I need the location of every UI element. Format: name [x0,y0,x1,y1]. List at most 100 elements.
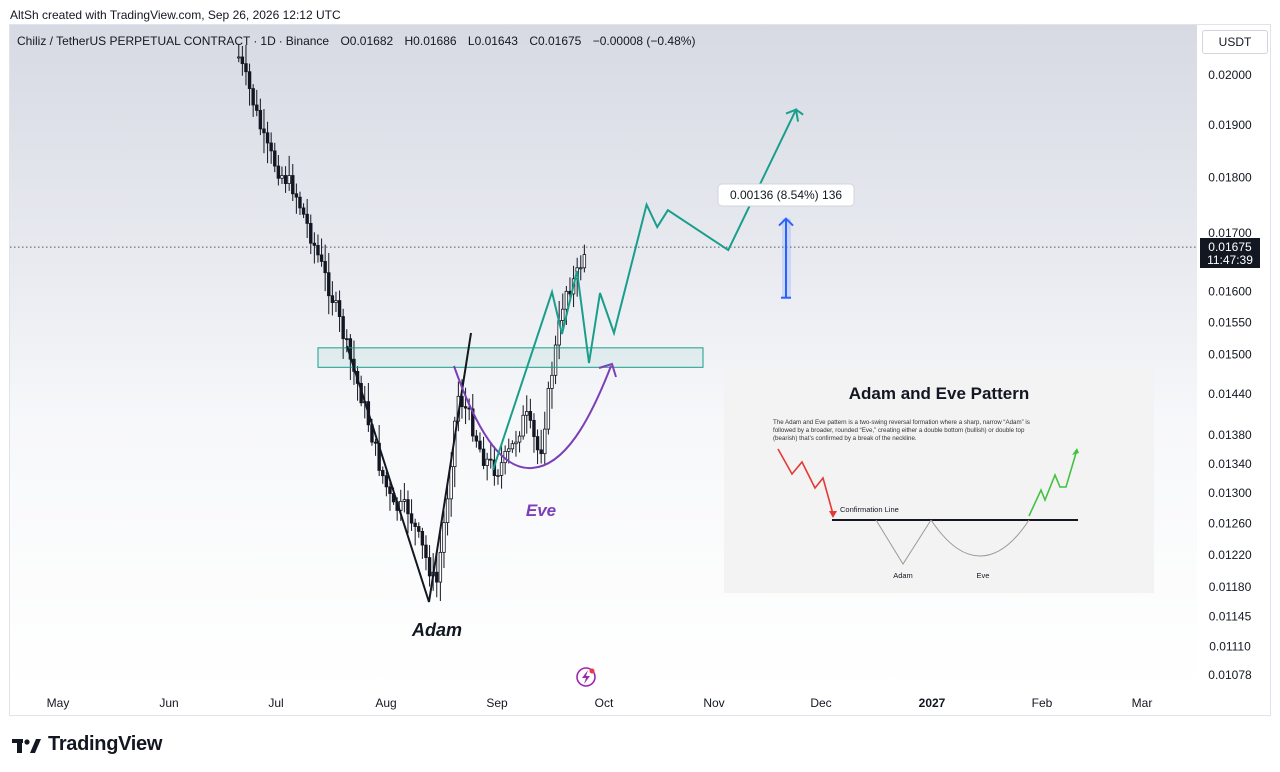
candle-body [427,557,432,577]
candle [420,527,425,559]
candle-body [546,388,551,430]
candle [323,244,327,292]
pattern-drawings [317,108,804,603]
inset-confirmation-label: Confirmation Line [840,505,899,514]
candle-body [582,254,587,269]
candle-body [510,443,515,450]
candle-body [237,56,241,59]
candle-body [373,441,378,444]
candle-body [265,132,270,144]
candle [341,308,345,359]
candle-body [247,71,252,89]
candle-body [251,88,255,106]
tradingview-logo-text: TradingView [48,733,163,755]
currency-selector[interactable]: USDT [1202,30,1268,54]
candle [478,432,482,453]
candle [424,535,428,571]
candle-body [420,530,425,546]
symbol-interval: 1D [260,34,276,48]
candle-body [507,448,511,452]
candle-body [449,466,453,500]
projection-arrowhead [785,108,800,122]
candle-body [406,499,410,515]
candle-body [305,213,309,224]
candle-body [309,223,313,244]
price-axis-label: 0.01440 [1208,387,1252,401]
candle-body [291,175,295,195]
chart-frame [9,24,1271,716]
candle [269,132,273,164]
candle [291,164,295,202]
inset-adam-shape [875,519,932,565]
candle-body [528,411,533,421]
candle [496,469,500,485]
candle [553,335,558,385]
candle-body [399,500,403,511]
ohlc-low: L0.01643 [467,34,518,48]
current-price-label: 0.01675 [1208,240,1252,254]
candle [381,466,385,484]
candle [237,43,241,63]
candle [255,89,259,117]
price-axis-label: 0.01220 [1208,548,1252,562]
axes: 0.02000 0.01900 0.01800 0.01700 0.01600 0.015… [47,68,1252,710]
price-axis-label: 0.01500 [1208,347,1252,361]
candle [435,552,439,598]
candle-body [499,462,504,476]
candle [247,63,252,106]
candle-body [341,316,345,340]
inset-down-arrowhead [829,511,837,518]
candle [294,183,299,214]
candle [283,166,288,193]
candle-body [478,440,482,450]
candle [543,411,547,465]
candle-body [280,175,284,179]
ohlc-high: H0.01686 [404,34,457,48]
candle-body [312,242,317,246]
candle-body [442,522,446,553]
candle-body [269,142,273,152]
candle-body [298,196,302,209]
candle [507,438,511,464]
tradingview-logo[interactable]: TradingView [12,733,162,756]
candle-body [316,244,320,256]
inset-uptrend [1028,452,1077,517]
candle [305,198,309,239]
candle [474,429,479,448]
candle [301,203,306,219]
candle-body [532,419,536,437]
candle-body [496,475,500,477]
candle [265,121,270,164]
candle [258,98,263,136]
candle-body [474,435,479,442]
time-axis-label: Feb [1032,696,1053,710]
candle [535,429,540,465]
candle [319,238,324,267]
candle [409,499,414,531]
candle [402,482,407,513]
inset-description: The Adam and Eve pattern is a two-swing … [773,419,1032,442]
candle [510,440,515,453]
candle [388,478,392,511]
candle [525,395,529,434]
measure-tooltip: 0.00136 (8.54%) 136 [717,183,855,207]
candle [298,191,302,215]
time-axis-label: Sep [486,696,508,710]
candle-body [294,193,299,198]
candle [417,522,421,538]
symbol-name[interactable]: Chiliz / TetherUS PERPETUAL CONTRACT [17,34,251,48]
candle [251,84,255,117]
candle [287,155,291,191]
ohlc-open: O0.01682 [340,34,394,48]
current-price-tag: 0.01675 11:47:39 [1200,238,1260,268]
candle-body [485,458,489,466]
candle-body [244,63,248,73]
candle [546,381,551,435]
time-axis-label: Dec [810,696,831,710]
candle-body [525,411,529,416]
lightning-icon[interactable] [576,667,596,687]
candle-body [345,338,349,341]
candle-body [489,458,493,461]
time-axis-label: Oct [595,696,614,710]
